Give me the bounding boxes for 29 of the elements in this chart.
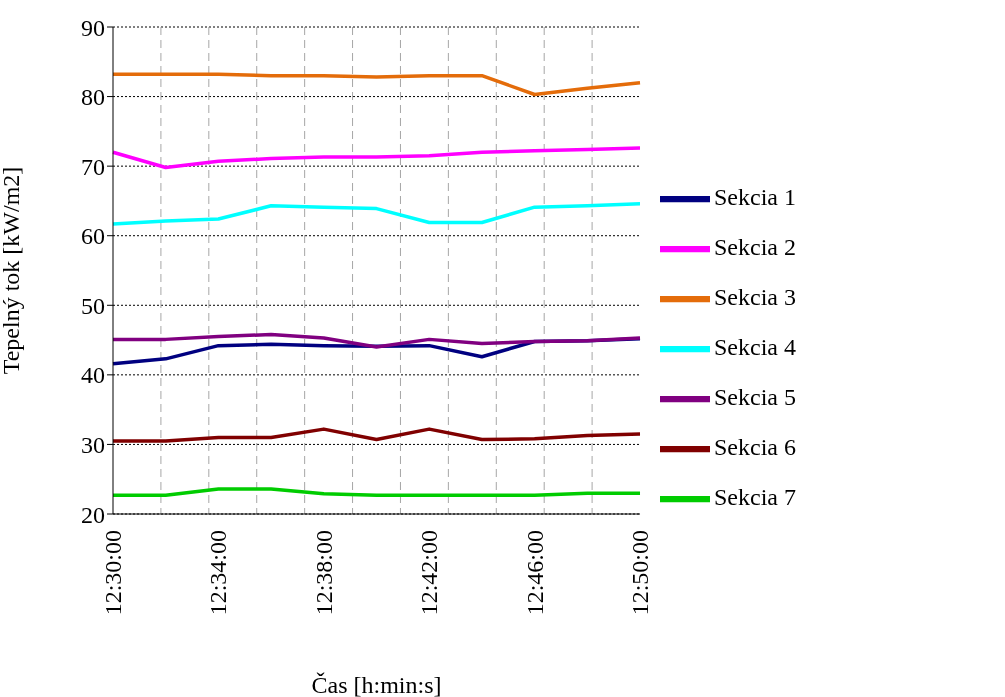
x-tick-label: 12:42:00 [416, 530, 443, 616]
x-axis-title: Čas [h:min:s] [311, 672, 442, 697]
legend-label: Sekcia 3 [714, 283, 796, 310]
legend-label: Sekcia 1 [714, 183, 796, 210]
y-tick-label: 90 [81, 14, 105, 41]
line-series [111, 332, 642, 349]
y-tick-label: 60 [81, 223, 105, 250]
y-tick-label: 80 [81, 84, 105, 111]
y-tick-label: 70 [81, 153, 105, 180]
legend-label: Sekcia 6 [714, 433, 796, 460]
legend-label: Sekcia 2 [714, 233, 796, 260]
legend-label: Sekcia 4 [714, 333, 796, 360]
line-series [111, 427, 642, 443]
y-tick-label: 40 [81, 362, 105, 389]
x-tick-label: 12:46:00 [521, 530, 548, 616]
y-axis-title: Tepelný tok [kW/m2] [0, 166, 24, 375]
line-series [111, 487, 642, 497]
legend-label: Sekcia 5 [714, 383, 796, 410]
y-tick-label: 30 [81, 431, 105, 458]
line-series [111, 146, 642, 170]
x-tick-label: 12:50:00 [627, 530, 654, 616]
line-series [111, 72, 642, 97]
legend-label: Sekcia 7 [714, 483, 796, 510]
line-series [111, 201, 642, 226]
x-tick-label: 12:34:00 [205, 530, 232, 616]
x-tick-label: 12:30:00 [100, 530, 126, 616]
x-tick-label: 12:38:00 [310, 530, 337, 616]
y-tick-label: 20 [81, 501, 105, 528]
y-tick-label: 50 [81, 292, 105, 319]
